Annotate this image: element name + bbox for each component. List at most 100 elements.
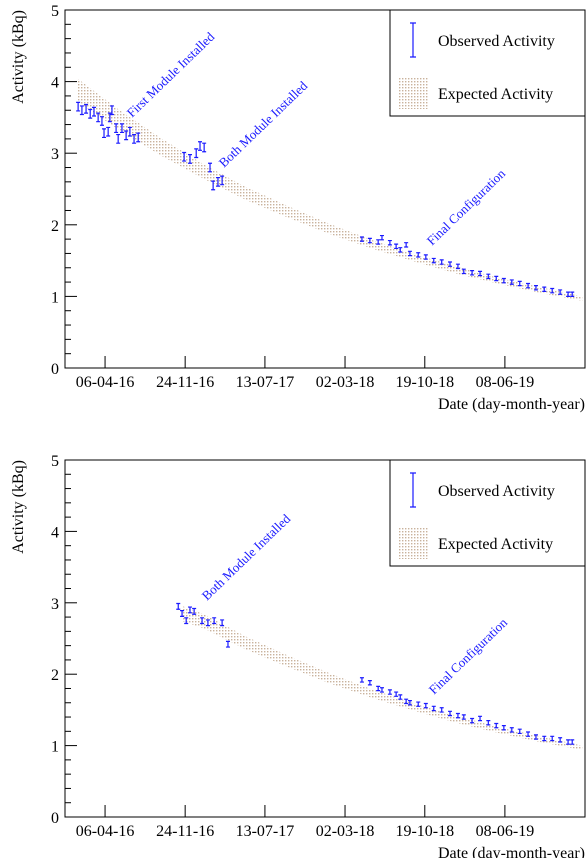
- error-bar: [200, 617, 205, 625]
- error-bar: [359, 677, 364, 683]
- error-bar: [461, 714, 466, 720]
- y-tick-label: 3: [51, 596, 59, 613]
- error-bar: [198, 141, 203, 151]
- error-bar: [202, 142, 207, 153]
- error-bar: [76, 101, 81, 112]
- error-bar: [194, 148, 199, 159]
- legend-label: Expected Activity: [438, 536, 553, 553]
- legend-swatch: [410, 22, 416, 58]
- error-bar: [416, 701, 421, 707]
- error-bar: [533, 285, 538, 291]
- error-bar: [116, 133, 121, 144]
- error-bar: [92, 106, 97, 117]
- error-bar: [99, 116, 104, 126]
- error-bar: [494, 275, 499, 282]
- x-tick-label: 06-04-16: [76, 823, 135, 840]
- error-bar: [211, 180, 216, 191]
- error-bar: [558, 289, 563, 295]
- legend-label: Observed Activity: [438, 33, 555, 50]
- error-bar: [542, 286, 547, 292]
- error-bar: [431, 705, 436, 712]
- error-bar: [208, 162, 213, 173]
- legend-swatch: [398, 527, 428, 559]
- error-bar: [404, 242, 409, 248]
- error-bar: [501, 277, 506, 284]
- error-bar: [486, 273, 491, 280]
- error-bar: [205, 619, 210, 627]
- error-bar: [455, 712, 460, 719]
- error-bar: [509, 279, 514, 285]
- error-bar: [526, 282, 531, 289]
- error-bar: [478, 715, 483, 722]
- error-bar: [225, 640, 230, 648]
- y-tick-label: 5: [51, 3, 59, 20]
- error-bar: [486, 720, 491, 726]
- error-bar: [132, 133, 137, 144]
- error-bar: [455, 263, 460, 270]
- y-tick-label: 2: [51, 218, 59, 235]
- error-bar: [220, 175, 225, 186]
- error-bar: [570, 739, 575, 745]
- x-tick-label: 24-11-16: [156, 823, 214, 840]
- x-tick-label: 13-07-17: [236, 823, 295, 840]
- error-bar: [423, 254, 428, 260]
- error-bar: [79, 105, 84, 116]
- error-bar: [212, 617, 217, 625]
- error-bar: [517, 280, 522, 287]
- error-bar: [550, 287, 555, 294]
- x-tick-label: 08-06-19: [476, 374, 535, 391]
- error-bar: [566, 739, 571, 745]
- error-bar: [461, 268, 466, 275]
- plot-frame: [64, 9, 586, 369]
- error-bar: [106, 126, 111, 137]
- y-tick-label: 2: [51, 667, 59, 684]
- error-bar: [447, 261, 452, 267]
- error-bar: [367, 680, 372, 686]
- error-bar: [550, 735, 555, 742]
- error-bar: [558, 737, 563, 743]
- error-bar: [220, 619, 225, 627]
- error-bar: [176, 602, 181, 610]
- error-bar: [470, 270, 475, 276]
- error-bar: [107, 112, 112, 123]
- error-bar: [192, 607, 197, 615]
- y-tick-label: 3: [51, 146, 59, 163]
- error-bar: [359, 236, 364, 242]
- error-bar: [398, 694, 403, 700]
- error-bar: [379, 687, 384, 693]
- error-bar: [102, 128, 107, 139]
- error-bar: [187, 154, 192, 164]
- y-tick-label: 1: [51, 739, 59, 756]
- error-bar: [517, 728, 522, 735]
- y-tick-label: 4: [51, 75, 59, 92]
- error-bar: [88, 108, 93, 119]
- error-bar: [114, 123, 119, 134]
- error-bar: [494, 722, 499, 729]
- error-bar: [404, 698, 409, 705]
- legend-swatch: [410, 472, 416, 508]
- error-bar: [379, 234, 384, 241]
- error-bar: [84, 103, 89, 114]
- x-tick-label: 02-03-18: [316, 823, 375, 840]
- annotation: Final Configuration: [424, 166, 509, 249]
- error-bar: [398, 247, 403, 253]
- error-bar: [542, 735, 547, 742]
- error-bar: [478, 270, 483, 277]
- error-bar: [127, 126, 132, 137]
- y-axis-label: Activity (kBq): [10, 10, 27, 104]
- error-bar: [376, 685, 381, 692]
- y-axis-label: Activity (kBq): [10, 460, 27, 554]
- annotation: Final Configuration: [426, 615, 511, 698]
- error-bar: [439, 707, 444, 713]
- error-bar: [407, 250, 412, 257]
- expected-band: [183, 606, 583, 750]
- annotation: Both Module Installed: [199, 511, 294, 603]
- y-tick-label: 4: [51, 524, 59, 541]
- error-bar: [416, 252, 421, 258]
- error-bar: [376, 239, 381, 245]
- x-tick-label: 13-07-17: [236, 374, 295, 391]
- error-bar: [394, 691, 399, 697]
- annotation: Both Module Installed: [216, 78, 311, 170]
- error-bar: [96, 112, 101, 123]
